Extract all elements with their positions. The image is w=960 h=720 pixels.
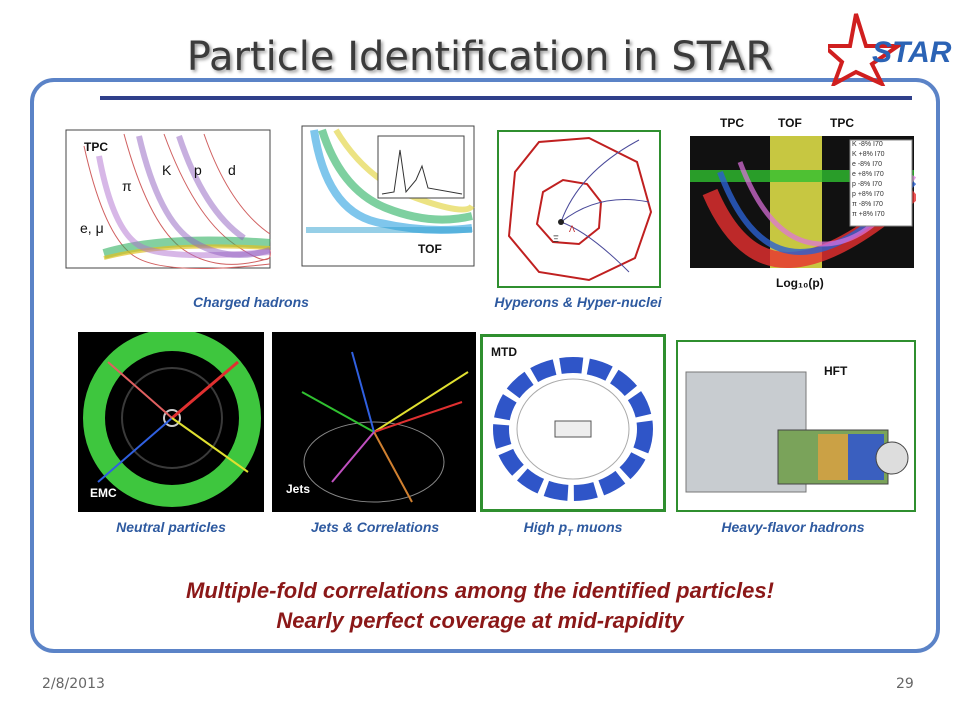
log-p-axis-label: Log₁₀(p): [776, 276, 824, 290]
mtd-label: MTD: [491, 345, 517, 359]
caption-jets-correlations: Jets & Correlations: [310, 519, 440, 535]
tof-beta-plot: TOF: [286, 120, 478, 280]
caption-heavy-flavor: Heavy-flavor hadrons: [721, 519, 865, 535]
lambda-symbol: Λ: [569, 224, 576, 234]
combined-plot-graphic: [690, 136, 916, 269]
footer-page-number: 29: [896, 676, 914, 692]
hft-detector-display: HFT: [676, 340, 916, 512]
emc-graphic: [83, 332, 261, 507]
legend-item: p -8% I70: [852, 181, 882, 188]
caption-high-pt-muons: High pT muons: [498, 519, 648, 538]
message-line-1: Multiple-fold correlations among the ide…: [186, 578, 774, 603]
emc-event-display: EMC: [78, 332, 264, 512]
electron-muon-label: e, μ: [80, 220, 104, 236]
caption-hyperons: Hyperons & Hyper-nuclei: [494, 294, 662, 310]
combined-tpc-label-right: TPC: [830, 116, 854, 130]
legend-item: e -8% I70: [852, 161, 882, 168]
footer-date: 2/8/2013: [42, 676, 105, 692]
hyperon-graphic: [507, 136, 653, 282]
tpc-label: TPC: [84, 140, 108, 154]
caption-muons-post: muons: [572, 519, 623, 535]
tof-plot-graphic: [301, 125, 475, 267]
pi-label: π: [122, 178, 132, 194]
legend-item: π -8% I70: [852, 201, 883, 208]
combined-legend: K -8% I70 K +8% I70 e -8% I70 e +8% I70 …: [852, 140, 885, 220]
jets-graphic: [301, 351, 469, 503]
star-icon: [818, 13, 905, 89]
combined-tof-label: TOF: [778, 116, 802, 130]
mtd-graphic: [493, 357, 653, 501]
caption-charged-hadrons: Charged hadrons: [193, 294, 309, 310]
legend-item: π +8% I70: [852, 211, 885, 218]
tpc-dedx-plot: TPC π K p d e, μ: [44, 126, 272, 284]
caption-neutral-particles: Neutral particles: [116, 519, 226, 535]
legend-item: p +8% I70: [852, 191, 884, 198]
xi-symbol: Ξ: [553, 234, 559, 244]
jets-label: Jets: [286, 482, 311, 496]
caption-muons-sub: T: [567, 527, 573, 538]
emc-label: EMC: [90, 486, 117, 500]
combined-tpc-label-left: TPC: [720, 116, 744, 130]
title-underline: [100, 96, 912, 100]
mtd-detector-display: MTD: [480, 334, 666, 512]
hft-label: HFT: [824, 364, 848, 378]
legend-item: e +8% I70: [852, 171, 884, 178]
proton-label: p: [194, 162, 202, 178]
hft-graphic: [685, 371, 909, 493]
slide-title: Particle Identification in STAR: [186, 34, 774, 80]
tof-label: TOF: [418, 242, 442, 256]
deuteron-label: d: [228, 162, 236, 178]
caption-muons-pre: High p: [523, 519, 568, 535]
message-line-2: Nearly perfect coverage at mid-rapidity: [276, 608, 684, 633]
kaon-label: K: [162, 162, 172, 178]
legend-item: K -8% I70: [852, 141, 883, 148]
jets-event-display: Jets: [272, 332, 476, 512]
combined-pid-plot: TPC TOF TPC K -8% I70 K +8% I70 e -8% I7…: [680, 112, 916, 292]
tpc-plot-graphic: [65, 129, 271, 269]
logo-text: STAR: [872, 36, 952, 69]
legend-item: K +8% I70: [852, 151, 885, 158]
star-logo: STAR: [818, 6, 952, 89]
hyperon-event-display: Λ Ξ: [497, 130, 661, 288]
